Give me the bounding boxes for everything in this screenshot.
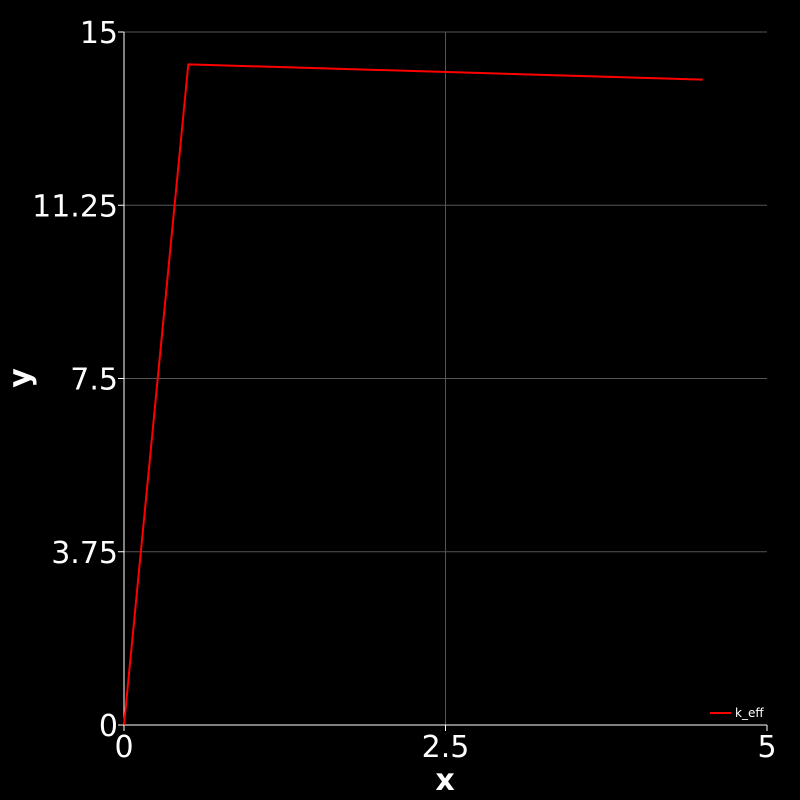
y-tick-label: 15 <box>80 16 118 51</box>
y-tick-label: 3.75 <box>51 536 118 571</box>
legend-label: k_eff <box>735 706 764 720</box>
y-axis-title: y <box>3 368 38 388</box>
series-layer <box>123 63 703 726</box>
grid <box>124 31 767 725</box>
y-tick-label: 7.5 <box>70 363 118 398</box>
x-tick-label: 2.5 <box>422 730 470 765</box>
y-tick-label: 11.25 <box>32 189 118 224</box>
legend: k_eff <box>710 706 764 720</box>
x-axis-title: x <box>435 763 454 798</box>
tick-labels: 0 3.75 7.5 11.25 15 0 2.5 5 <box>32 16 776 765</box>
x-tick-label: 0 <box>114 730 133 765</box>
series-line-k_eff <box>123 63 703 726</box>
x-tick-label: 5 <box>757 730 776 765</box>
y-tick-label: 0 <box>99 709 118 744</box>
